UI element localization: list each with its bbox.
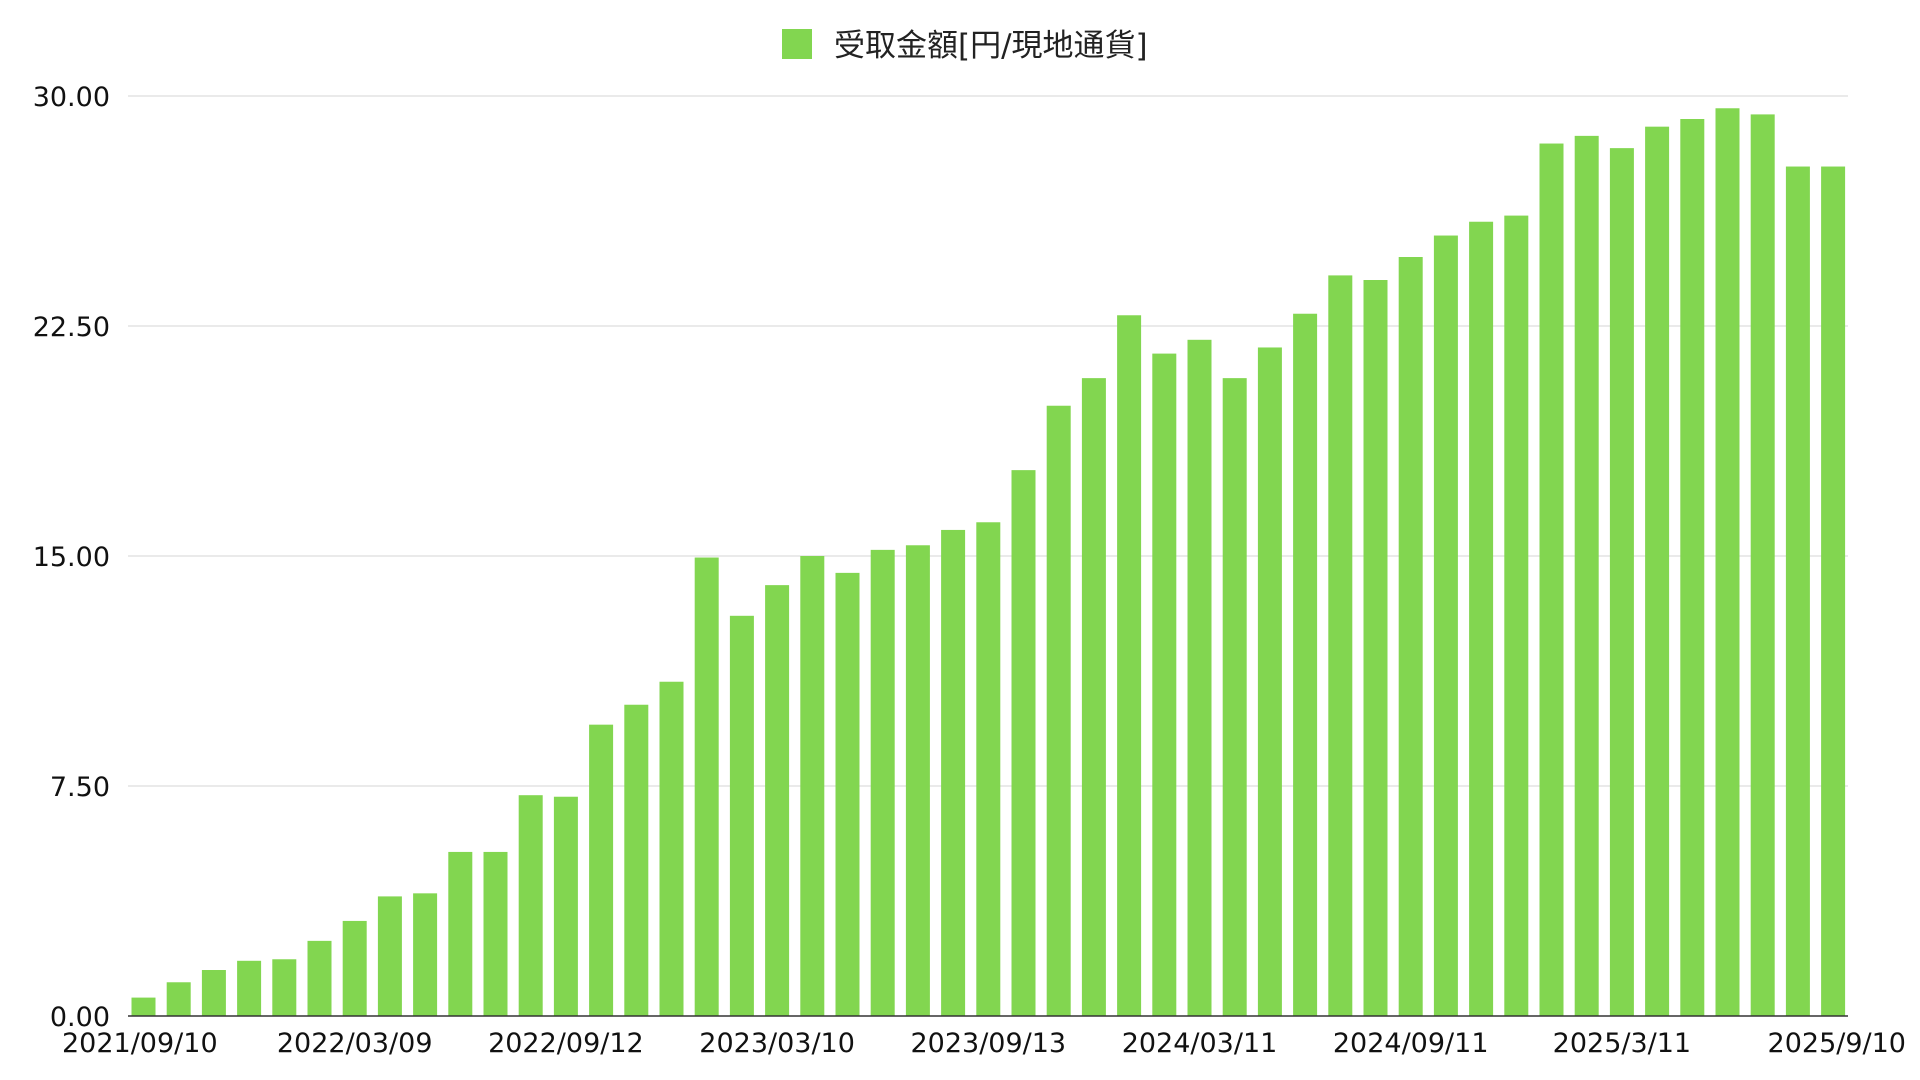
bar	[1152, 353, 1177, 1017]
bar	[342, 920, 367, 1016]
bar	[976, 522, 1001, 1016]
bar	[870, 549, 895, 1016]
bar	[1469, 221, 1494, 1016]
bar	[518, 795, 543, 1016]
y-tick-label: 15.00	[33, 542, 110, 573]
x-tick-label: 2024/09/11	[1333, 1028, 1489, 1059]
bar	[1574, 135, 1599, 1016]
bar	[131, 997, 156, 1016]
bar	[1785, 166, 1810, 1017]
bar	[1398, 257, 1423, 1016]
x-tick-label: 2024/03/11	[1122, 1028, 1278, 1059]
bar	[1609, 148, 1634, 1017]
bar	[1645, 126, 1670, 1016]
x-tick-label: 2023/03/10	[699, 1028, 855, 1059]
x-tick-label: 2022/03/09	[277, 1028, 433, 1059]
bar	[237, 960, 262, 1016]
bar	[1328, 275, 1353, 1016]
bar	[448, 851, 473, 1016]
bar	[1433, 235, 1458, 1017]
bar	[201, 970, 226, 1016]
bar-series	[131, 108, 1846, 1017]
x-tick-label: 2025/3/11	[1553, 1028, 1691, 1059]
bar	[1222, 378, 1247, 1017]
bar	[553, 796, 578, 1016]
bar	[1504, 215, 1529, 1017]
bar	[307, 940, 332, 1016]
bar	[659, 681, 684, 1016]
bar	[1539, 143, 1564, 1017]
y-tick-label: 7.50	[50, 772, 110, 803]
x-tick-label: 2023/09/13	[910, 1028, 1066, 1059]
bar	[1715, 108, 1740, 1017]
x-tick-label: 2021/09/10	[62, 1028, 218, 1059]
bar	[413, 893, 438, 1016]
y-tick-label: 22.50	[33, 312, 110, 343]
bar	[483, 851, 508, 1016]
x-tick-label: 2025/9/10	[1768, 1028, 1906, 1059]
bar	[1046, 405, 1071, 1016]
y-axis: 0.00 7.50 15.00 22.50 30.00	[33, 82, 110, 1033]
bar	[800, 556, 825, 1016]
y-tick-label: 0.00	[50, 1002, 110, 1033]
legend-label: 受取金額[円/現地通貨]	[834, 28, 1148, 64]
x-axis: 2021/09/10 2022/03/09 2022/09/12 2023/03/10…	[62, 1015, 1906, 1059]
bar	[765, 585, 790, 1016]
bar	[1363, 280, 1388, 1016]
bar	[1293, 313, 1318, 1016]
bar	[377, 896, 402, 1016]
bar	[589, 724, 614, 1016]
bar	[1257, 347, 1282, 1016]
y-tick-label: 30.00	[33, 82, 110, 113]
bar	[694, 557, 719, 1016]
bar	[1081, 378, 1106, 1017]
bar	[272, 959, 297, 1016]
bar	[1680, 119, 1705, 1016]
bar	[941, 529, 966, 1016]
bar	[1187, 339, 1212, 1016]
legend: 受取金額[円/現地通貨]	[782, 28, 1148, 64]
bar	[166, 982, 191, 1016]
legend-swatch	[782, 29, 812, 59]
bar	[1117, 315, 1142, 1016]
bar	[905, 545, 930, 1016]
bar	[1821, 166, 1846, 1017]
bar	[1750, 114, 1775, 1016]
bar	[835, 572, 860, 1016]
x-tick-label: 2022/09/12	[488, 1028, 644, 1059]
bar	[624, 704, 649, 1016]
bar	[729, 615, 754, 1016]
bar	[1011, 470, 1036, 1017]
